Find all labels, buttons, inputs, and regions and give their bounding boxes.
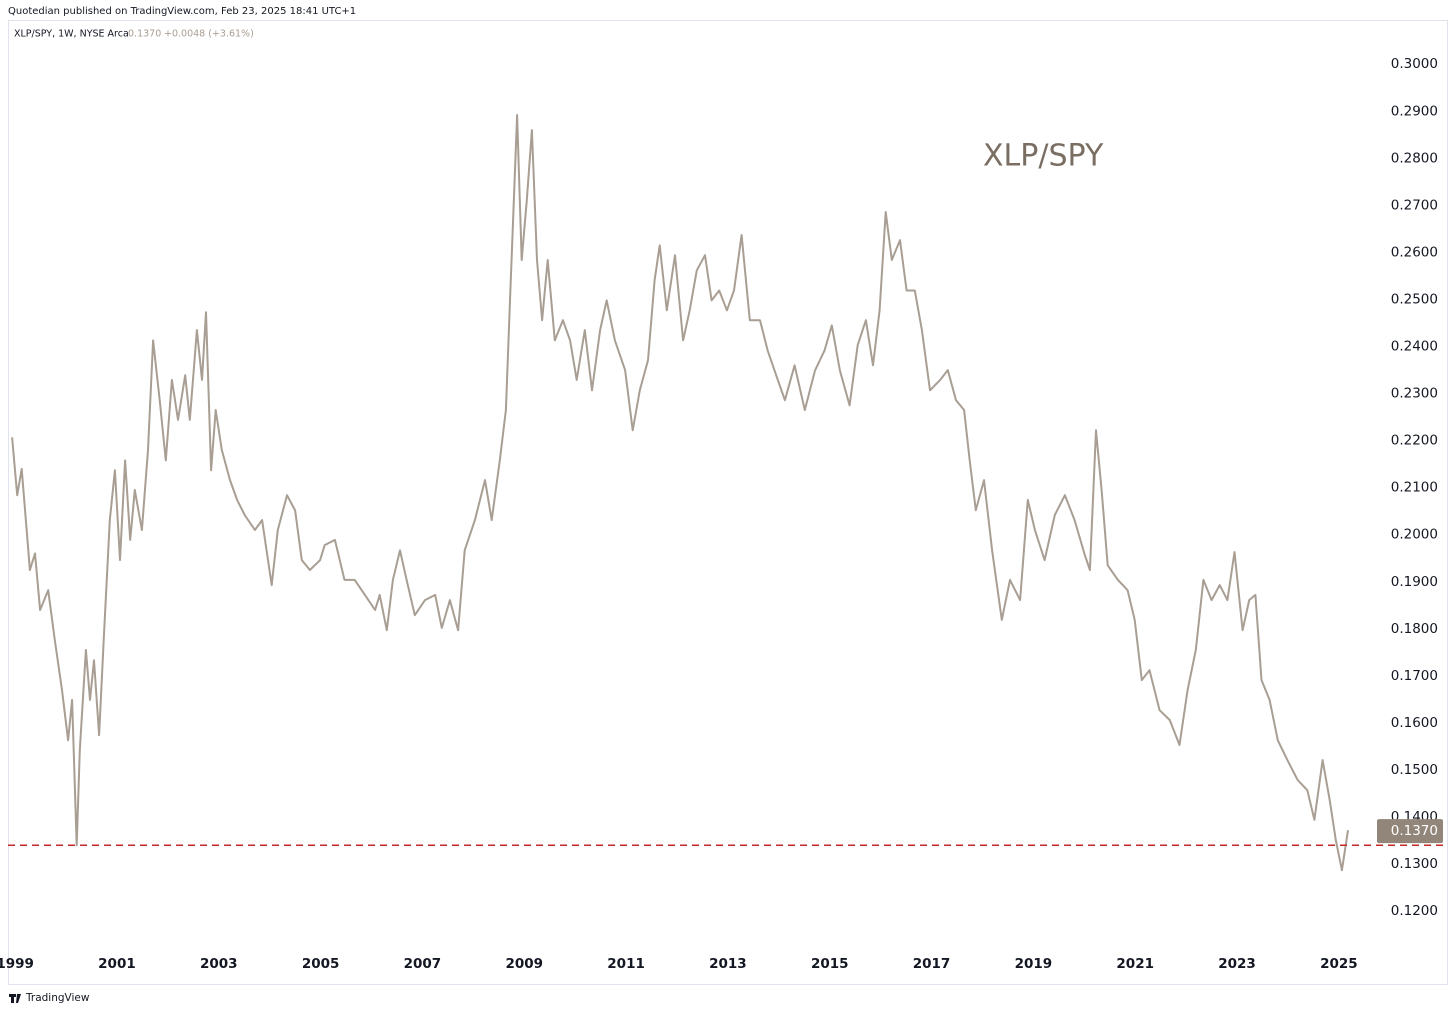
y-tick-label: 0.3000 — [1391, 56, 1438, 72]
x-tick-label: 2015 — [811, 956, 849, 972]
x-tick-label: 2009 — [505, 956, 543, 972]
y-tick-label: 0.1300 — [1391, 856, 1438, 872]
y-tick-label: 0.2300 — [1391, 386, 1438, 402]
y-tick-label: 0.2000 — [1391, 527, 1438, 543]
price-line — [11, 114, 1349, 872]
x-tick-label: 2021 — [1116, 956, 1154, 972]
x-tick-label: 2005 — [302, 956, 340, 972]
x-tick-label: 2019 — [1015, 956, 1053, 972]
y-tick-label: 0.1200 — [1391, 903, 1438, 919]
header-last: 0.1370 — [128, 29, 161, 40]
y-tick-label: 0.2900 — [1391, 103, 1438, 119]
x-tick-label: 2023 — [1218, 956, 1256, 972]
x-tick-label: 2011 — [607, 956, 645, 972]
publisher: Quotedian published on TradingView.com, … — [8, 6, 356, 17]
y-tick-label: 0.1500 — [1391, 762, 1438, 778]
x-tick-label: 2001 — [98, 956, 136, 972]
x-tick-label: 2025 — [1320, 956, 1358, 972]
y-tick-label: 0.2200 — [1391, 433, 1438, 449]
last-value-box — [1377, 819, 1443, 844]
y-tick-label: 0.2600 — [1391, 244, 1438, 260]
x-tick-label: 1999 — [0, 956, 34, 972]
symbol: XLP/SPY, 1W, NYSE Arca — [14, 29, 129, 40]
footer: TradingView — [25, 992, 90, 1004]
header-change: +0.0048 (+3.61%) — [164, 29, 254, 40]
y-tick-label: 0.2800 — [1391, 150, 1438, 166]
y-tick-label: 0.2500 — [1391, 291, 1438, 307]
y-tick-label: 0.2400 — [1391, 339, 1438, 355]
last-value-label: 0.1370 — [1391, 823, 1438, 839]
x-tick-label: 2017 — [913, 956, 951, 972]
annotation: XLP/SPY — [983, 139, 1104, 174]
y-tick-label: 0.2700 — [1391, 197, 1438, 213]
y-tick-label: 0.1900 — [1391, 574, 1438, 590]
y-tick-label: 0.1700 — [1391, 668, 1438, 684]
frame — [8, 20, 1448, 985]
y-tick-label: 0.1600 — [1391, 715, 1438, 731]
footer-logo — [9, 994, 21, 1003]
y-tick-label: 0.2100 — [1391, 480, 1438, 496]
x-tick-label: 2007 — [404, 956, 442, 972]
x-tick-label: 2003 — [200, 956, 238, 972]
y-tick-label: 0.1800 — [1391, 621, 1438, 637]
x-tick-label: 2013 — [709, 956, 747, 972]
